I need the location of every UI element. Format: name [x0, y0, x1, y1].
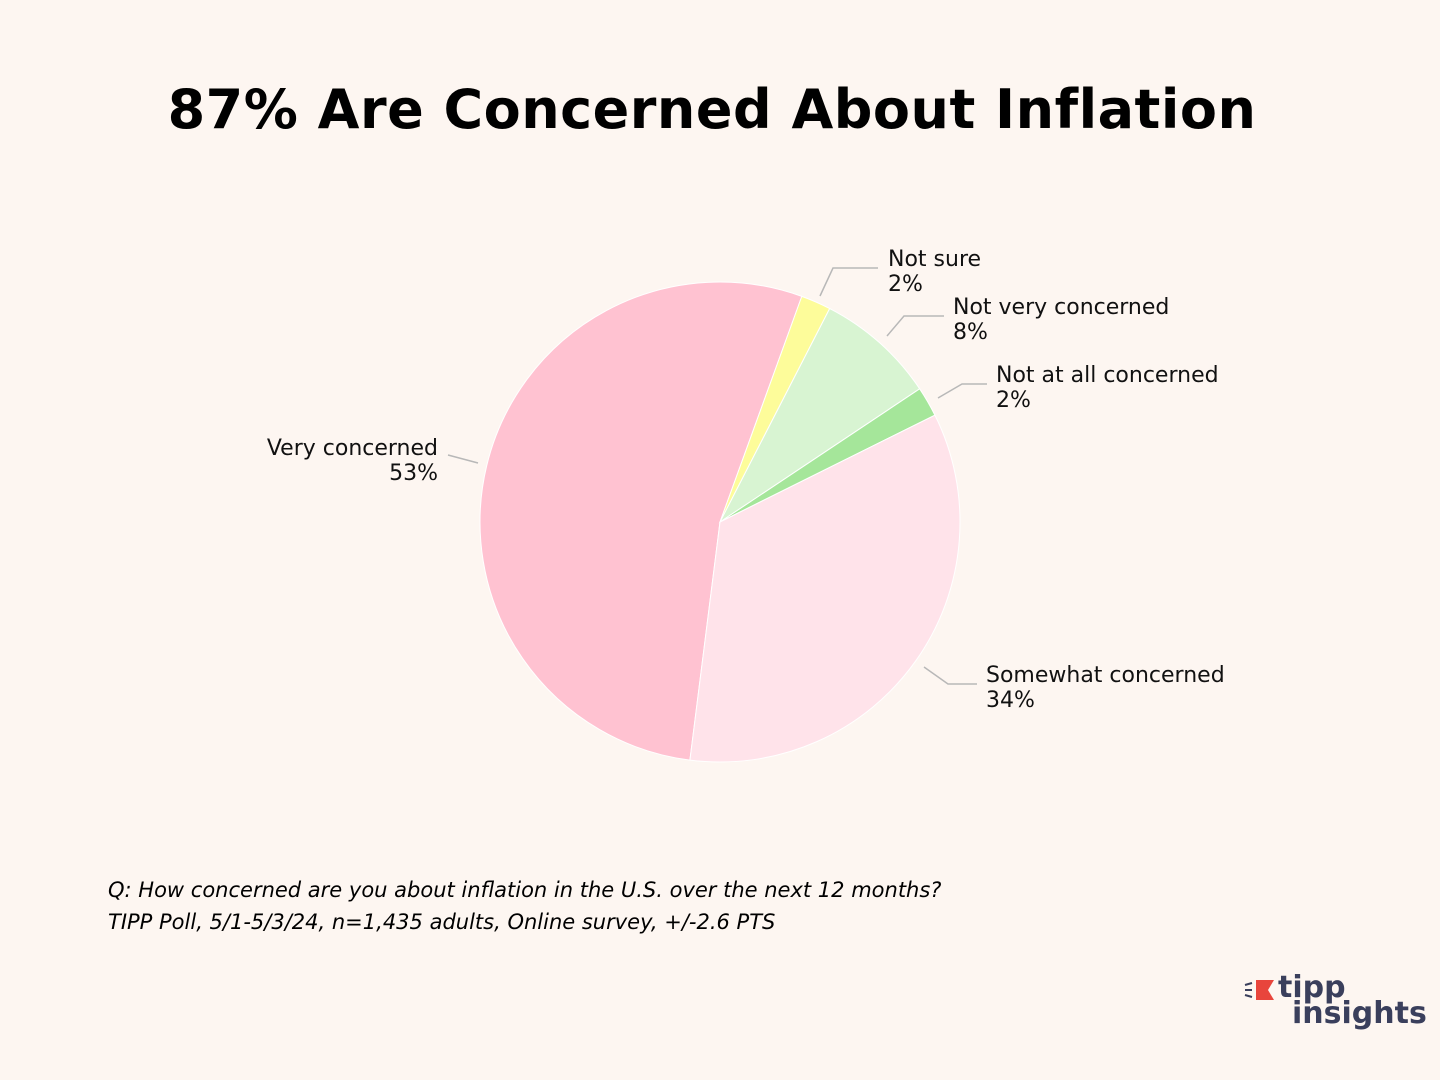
leader-line — [886, 315, 944, 337]
leader-line — [923, 666, 977, 685]
question-footnote: Q: How concerned are you about inflation… — [108, 878, 942, 902]
leader-lines — [447, 267, 987, 685]
leader-line — [447, 454, 479, 464]
chart-title: 87% Are Concerned About Inflation — [167, 78, 1257, 141]
slice-value-label: 2% — [888, 272, 923, 297]
logo-word-insights: insights — [1292, 996, 1427, 1031]
tipp-insights-logo: tipp insights — [1244, 970, 1427, 1038]
slice-label: Not very concerned — [953, 295, 1169, 320]
slice-label: Not at all concerned — [996, 363, 1219, 388]
logo-word-tipp: tipp — [1278, 970, 1346, 1005]
leader-line — [937, 383, 987, 399]
pie-slice-very-concerned — [479, 281, 803, 761]
slice-value-label: 34% — [986, 688, 1035, 713]
pie-slice-somewhat-concerned — [689, 414, 961, 763]
slice-value-label: 8% — [953, 320, 988, 345]
slice-label: Very concerned — [267, 436, 438, 461]
leader-line — [819, 267, 878, 297]
pie-slice-not-very-concerned — [718, 307, 921, 524]
slice-value-label: 2% — [996, 388, 1031, 413]
slice-label: Not sure — [888, 247, 981, 272]
logo-mark-icon — [1244, 980, 1274, 1000]
pie-slices — [479, 281, 961, 763]
source-footnote: TIPP Poll, 5/1-5/3/24, n=1,435 adults, O… — [108, 910, 776, 934]
slice-label: Somewhat concerned — [986, 663, 1225, 688]
slice-value-label: 53% — [389, 461, 438, 486]
